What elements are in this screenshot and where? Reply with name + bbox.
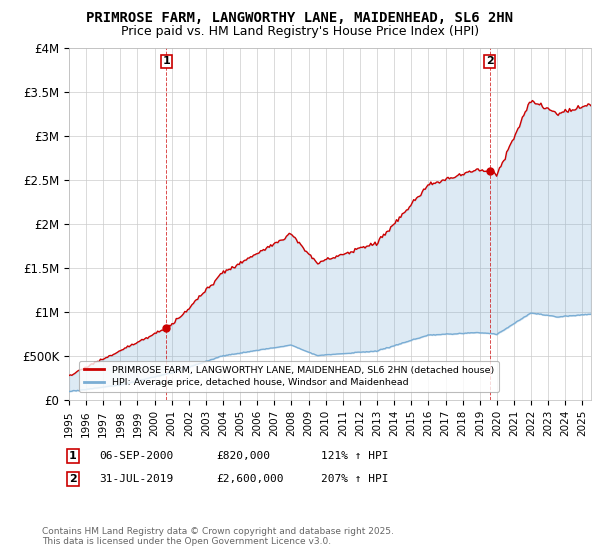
Text: 31-JUL-2019: 31-JUL-2019: [99, 474, 173, 484]
Text: Price paid vs. HM Land Registry's House Price Index (HPI): Price paid vs. HM Land Registry's House …: [121, 25, 479, 38]
Text: 1: 1: [69, 451, 77, 461]
Text: 121% ↑ HPI: 121% ↑ HPI: [321, 451, 389, 461]
Text: £2,600,000: £2,600,000: [216, 474, 284, 484]
Text: Contains HM Land Registry data © Crown copyright and database right 2025.
This d: Contains HM Land Registry data © Crown c…: [42, 526, 394, 546]
Text: 207% ↑ HPI: 207% ↑ HPI: [321, 474, 389, 484]
Text: PRIMROSE FARM, LANGWORTHY LANE, MAIDENHEAD, SL6 2HN: PRIMROSE FARM, LANGWORTHY LANE, MAIDENHE…: [86, 11, 514, 25]
Text: 06-SEP-2000: 06-SEP-2000: [99, 451, 173, 461]
Legend: PRIMROSE FARM, LANGWORTHY LANE, MAIDENHEAD, SL6 2HN (detached house), HPI: Avera: PRIMROSE FARM, LANGWORTHY LANE, MAIDENHE…: [79, 361, 499, 392]
Text: 1: 1: [163, 57, 170, 67]
Text: 2: 2: [69, 474, 77, 484]
Text: £820,000: £820,000: [216, 451, 270, 461]
Text: 2: 2: [486, 57, 494, 67]
